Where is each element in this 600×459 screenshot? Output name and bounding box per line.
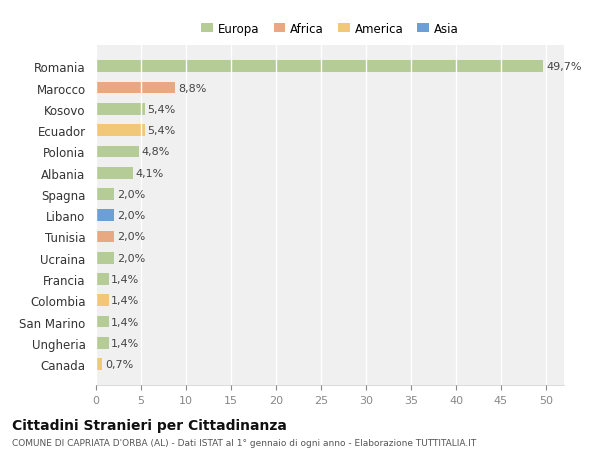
Text: 0,7%: 0,7% bbox=[105, 359, 133, 369]
Text: 1,4%: 1,4% bbox=[112, 296, 140, 306]
Bar bbox=[96, 252, 114, 264]
Bar bbox=[96, 337, 109, 349]
Bar bbox=[96, 231, 114, 243]
Bar bbox=[96, 146, 139, 158]
Text: 2,0%: 2,0% bbox=[116, 211, 145, 221]
Text: 2,0%: 2,0% bbox=[116, 190, 145, 200]
Bar bbox=[96, 274, 109, 285]
Bar bbox=[96, 316, 109, 328]
Text: 4,1%: 4,1% bbox=[136, 168, 164, 178]
Bar bbox=[96, 168, 133, 179]
Bar bbox=[96, 83, 175, 94]
Text: 1,4%: 1,4% bbox=[112, 274, 140, 285]
Bar bbox=[96, 189, 114, 200]
Text: 49,7%: 49,7% bbox=[546, 62, 581, 72]
Bar bbox=[96, 62, 544, 73]
Text: Cittadini Stranieri per Cittadinanza: Cittadini Stranieri per Cittadinanza bbox=[12, 418, 287, 431]
Text: 8,8%: 8,8% bbox=[178, 84, 206, 93]
Bar bbox=[96, 125, 145, 137]
Text: 2,0%: 2,0% bbox=[116, 232, 145, 242]
Bar bbox=[96, 295, 109, 307]
Bar bbox=[96, 358, 102, 370]
Bar bbox=[96, 210, 114, 222]
Text: 4,8%: 4,8% bbox=[142, 147, 170, 157]
Text: 5,4%: 5,4% bbox=[148, 126, 176, 136]
Bar bbox=[96, 104, 145, 116]
Text: 1,4%: 1,4% bbox=[112, 338, 140, 348]
Text: 5,4%: 5,4% bbox=[148, 105, 176, 115]
Text: 2,0%: 2,0% bbox=[116, 253, 145, 263]
Text: 1,4%: 1,4% bbox=[112, 317, 140, 327]
Text: COMUNE DI CAPRIATA D'ORBA (AL) - Dati ISTAT al 1° gennaio di ogni anno - Elabora: COMUNE DI CAPRIATA D'ORBA (AL) - Dati IS… bbox=[12, 438, 476, 448]
Legend: Europa, Africa, America, Asia: Europa, Africa, America, Asia bbox=[197, 18, 463, 40]
